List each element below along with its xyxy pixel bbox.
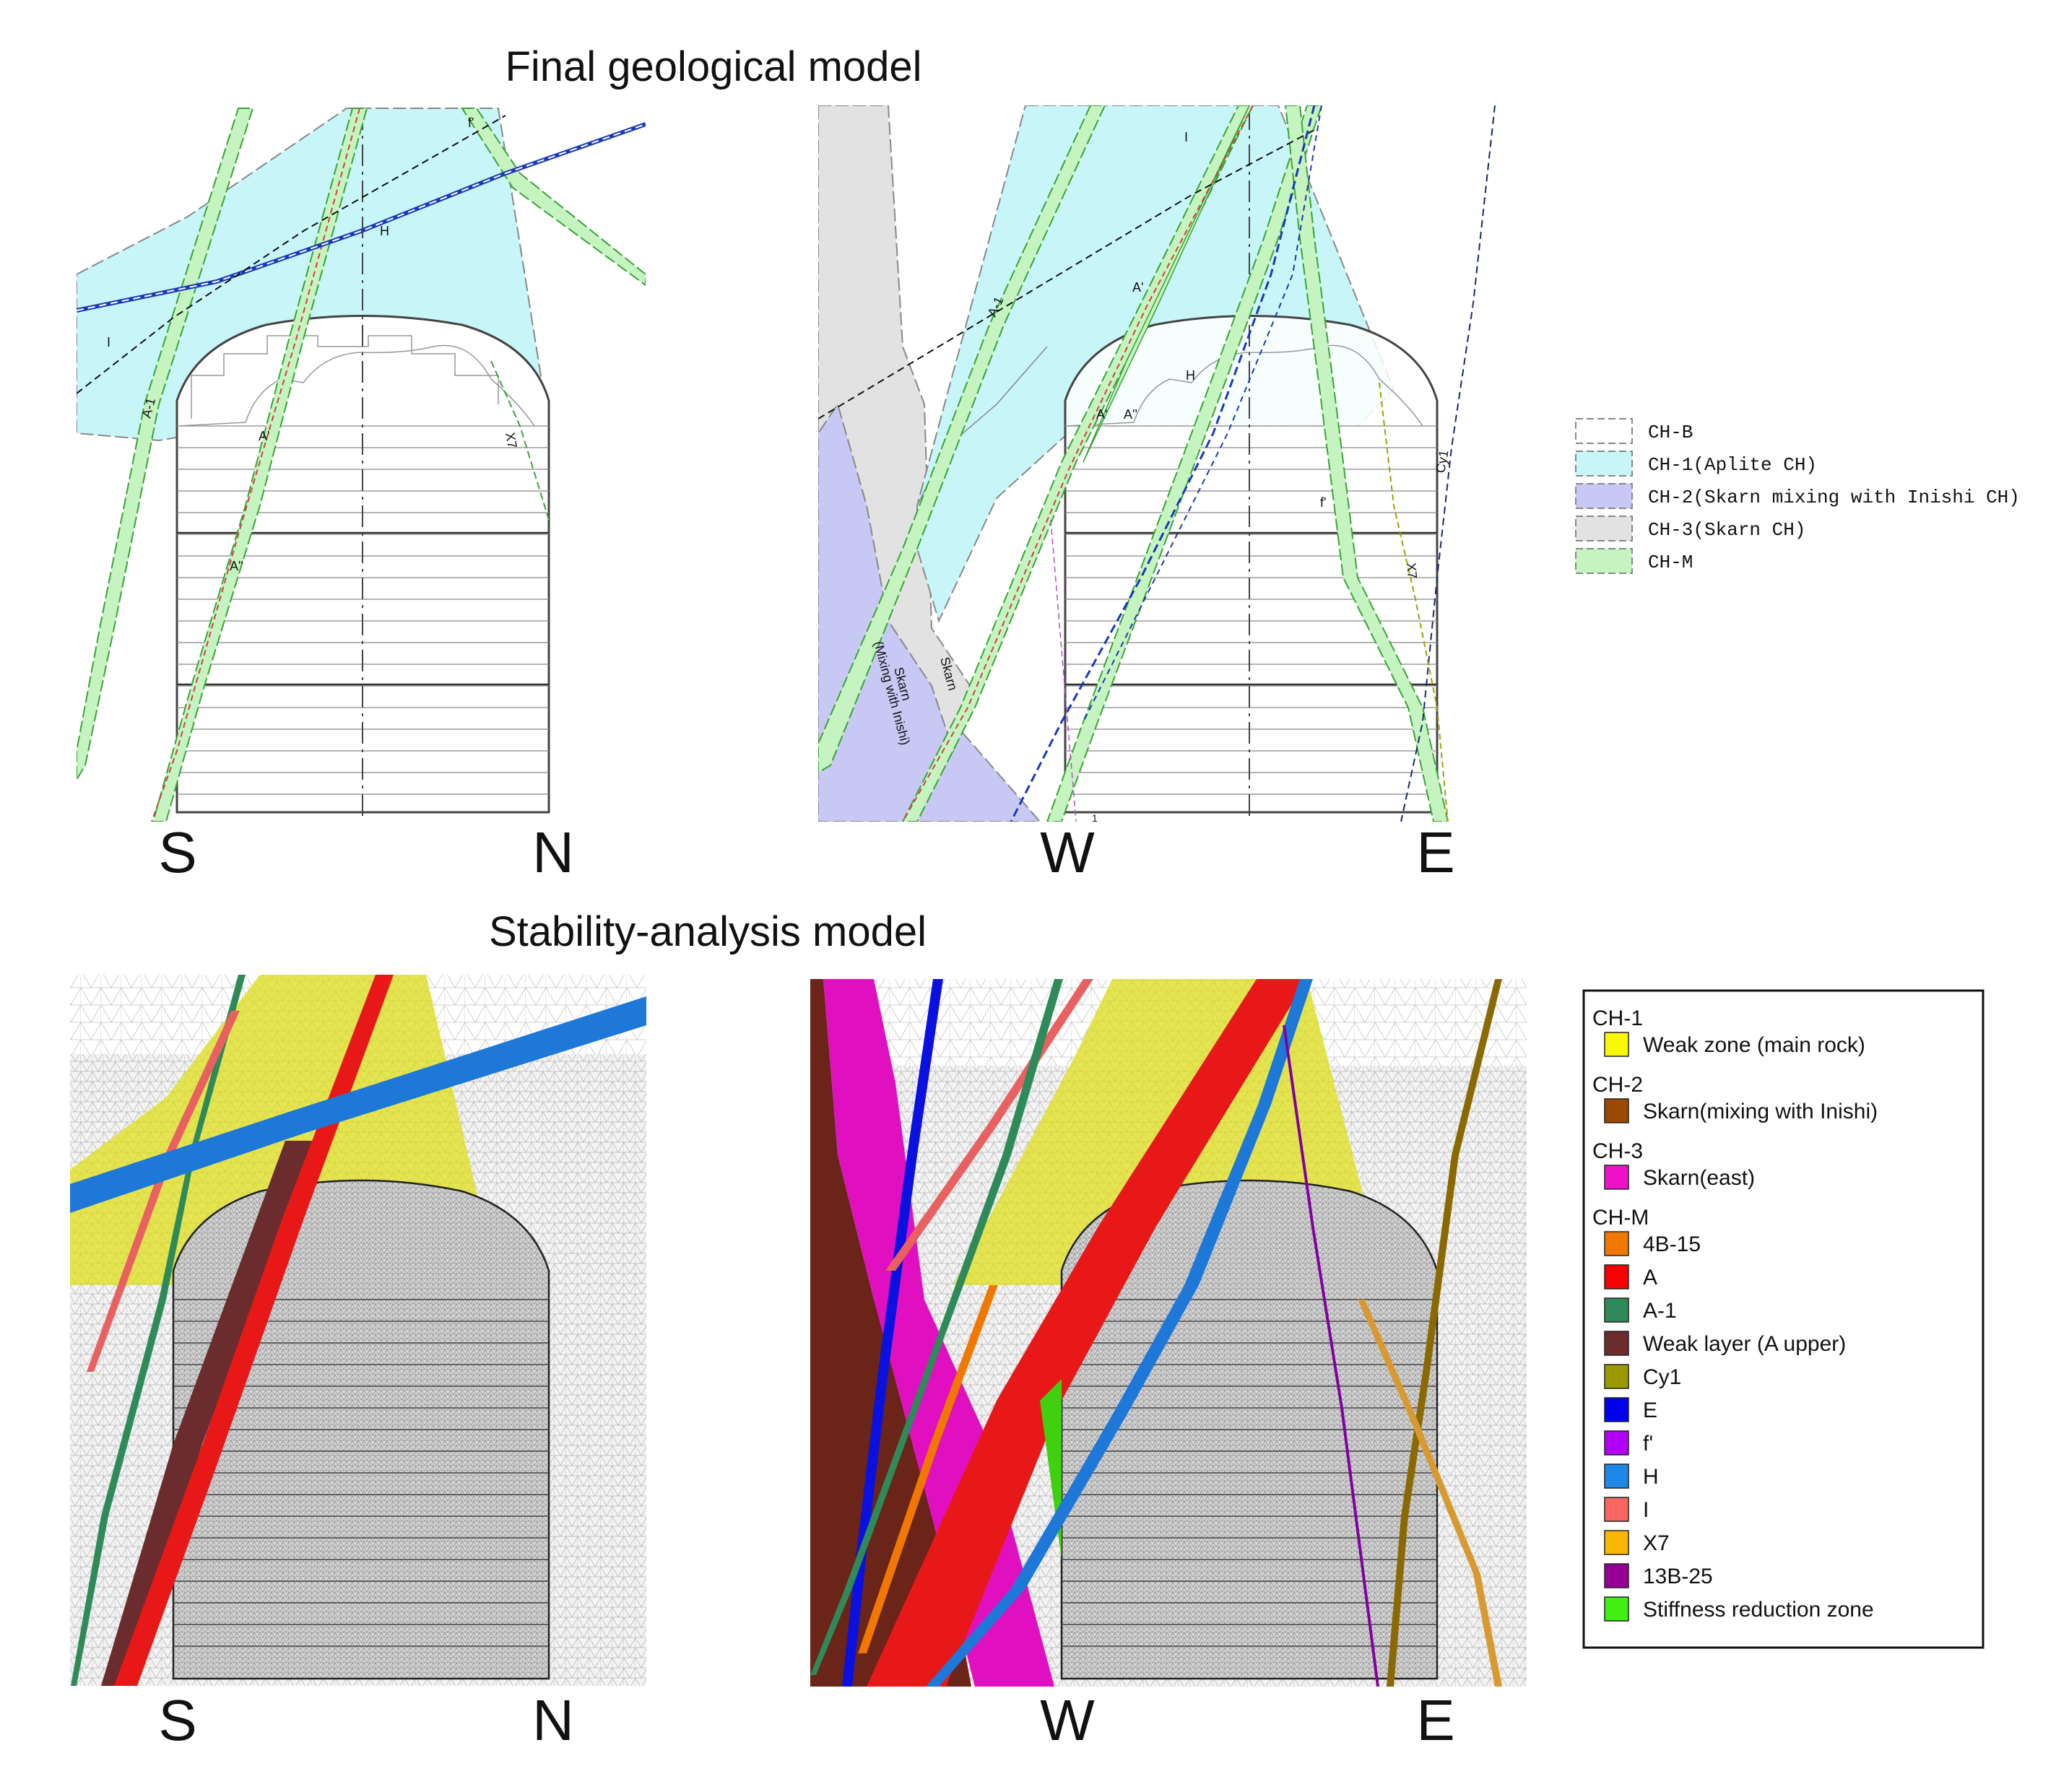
legend-group-title: CH-2 [1592, 1073, 1643, 1097]
legend-swatch [1604, 1430, 1629, 1456]
legend-label: E [1643, 1399, 1657, 1422]
bottom-directions: S N W E [158, 1688, 1454, 1752]
top-directions: S N W E [158, 820, 1454, 884]
legend-label: CH-2(Skarn mixing with Inishi CH) [1648, 487, 2020, 508]
legend-label: A [1643, 1266, 1657, 1289]
svg-text:A': A' [259, 429, 269, 443]
legend-label: CH-1(Aplite CH) [1648, 454, 1817, 476]
svg-text:A'': A'' [230, 559, 243, 573]
dir-s-top: S [158, 820, 196, 884]
legend-label: I [1643, 1498, 1649, 1522]
legend-label: Weak layer (A upper) [1643, 1332, 1846, 1356]
dir-e-bottom: E [1416, 1688, 1454, 1752]
dir-w-top: W [1040, 820, 1095, 884]
svg-text:X7: X7 [503, 431, 520, 449]
legend-label: X7 [1643, 1531, 1670, 1555]
svg-text:H: H [380, 224, 389, 238]
legend-geological: CH-B CH-1(Aplite CH) CH-2(Skarn mixing wit… [1575, 418, 2020, 574]
legend-analysis-frame [1582, 989, 1985, 1649]
svg-text:Cy1: Cy1 [1433, 449, 1451, 474]
dir-n-top: N [532, 820, 574, 884]
svg-text:f': f' [468, 116, 474, 130]
svg-text:X7: X7 [1404, 562, 1420, 580]
legend-label: CH-3(Skarn CH) [1648, 519, 1805, 541]
legend-swatch [1604, 1530, 1629, 1555]
svg-text:I: I [107, 335, 110, 349]
mesh-bench-lines-right [1062, 1299, 1437, 1647]
legend-swatch [1604, 1497, 1629, 1522]
legend-swatch [1604, 1098, 1629, 1123]
svg-text:A': A' [1096, 407, 1107, 422]
legend-swatch [1575, 548, 1633, 574]
svg-text:A': A' [1132, 280, 1143, 295]
legend-swatch [1604, 1397, 1629, 1422]
dir-e-top: E [1416, 820, 1454, 884]
dir-n-bottom: N [532, 1688, 574, 1752]
legend-label: 4B-15 [1643, 1232, 1701, 1256]
dir-w-bottom: W [1040, 1688, 1095, 1752]
legend-label: Weak zone (main rock) [1643, 1033, 1865, 1057]
legend-swatch [1604, 1331, 1629, 1356]
legend-swatch [1604, 1165, 1629, 1190]
legend-swatch [1575, 418, 1633, 444]
legend-label: Cy1 [1643, 1365, 1681, 1389]
legend-swatch [1604, 1364, 1629, 1389]
svg-text:1: 1 [1092, 812, 1098, 824]
mesh-section-we [810, 979, 1527, 1687]
geo-section-sn [77, 108, 646, 822]
top-title: Final geological model [505, 43, 921, 90]
legend-swatch [1604, 1297, 1629, 1323]
svg-text:I: I [1184, 130, 1188, 144]
legend-swatch [1604, 1032, 1629, 1057]
legend-label: CH-M [1648, 552, 1693, 573]
legend-swatch [1604, 1231, 1629, 1256]
svg-text:f': f' [1320, 495, 1326, 510]
legend-label: CH-B [1648, 422, 1693, 443]
legend-swatch [1604, 1264, 1629, 1289]
svg-text:H: H [1186, 368, 1195, 383]
svg-text:A'': A'' [1124, 407, 1137, 422]
geo-section-we [818, 105, 1496, 822]
legend-label: 13B-25 [1643, 1565, 1713, 1588]
legend-label: Skarn(mixing with Inishi) [1643, 1100, 1878, 1123]
geo-left-labels: I A-1 H A' A'' X7 f' [107, 116, 520, 573]
dir-s-bottom: S [158, 1688, 196, 1752]
legend-label: H [1643, 1465, 1659, 1489]
legend-swatch [1575, 516, 1633, 541]
legend-swatch [1575, 483, 1633, 509]
legend-label: Stiffness reduction zone [1643, 1598, 1874, 1622]
legend-label: f' [1643, 1432, 1653, 1456]
mesh-section-sn [70, 975, 646, 1686]
legend-swatch [1604, 1463, 1629, 1489]
bottom-title: Stability-analysis model [489, 908, 927, 955]
legend-label: A-1 [1643, 1299, 1677, 1323]
legend-group-title: CH-3 [1592, 1139, 1643, 1163]
legend-group-title: CH-M [1592, 1206, 1649, 1230]
legend-swatch [1604, 1596, 1629, 1622]
legend-group-title: CH-1 [1592, 1006, 1643, 1030]
legend-label: Skarn(east) [1643, 1166, 1755, 1190]
legend-swatch [1604, 1563, 1629, 1588]
legend-swatch [1575, 451, 1633, 477]
